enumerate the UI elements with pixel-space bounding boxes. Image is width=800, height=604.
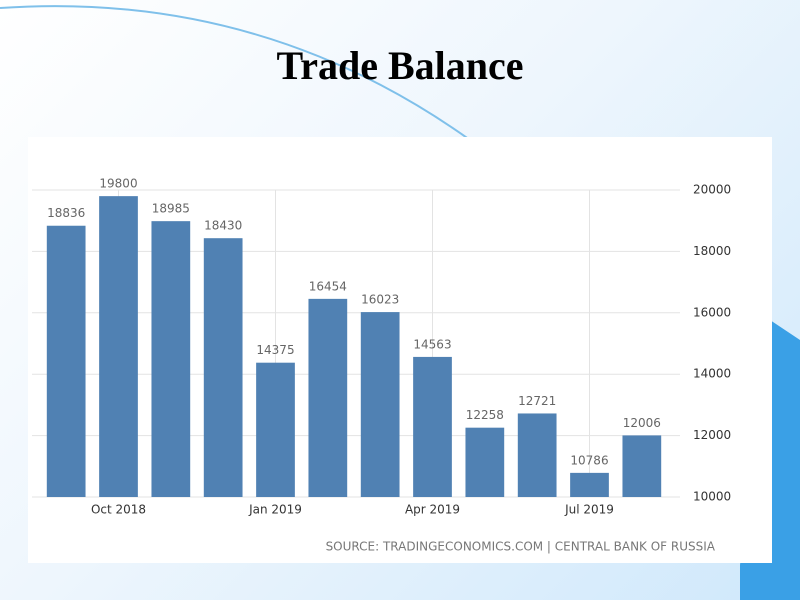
y-tick-label: 20000: [693, 183, 731, 197]
value-label: 12006: [623, 416, 661, 430]
value-label: 12258: [466, 408, 504, 422]
value-label: 18430: [204, 219, 242, 233]
value-label: 12721: [518, 394, 556, 408]
value-label: 16454: [309, 279, 347, 293]
x-tick-label: Apr 2019: [405, 503, 460, 517]
bar: [360, 312, 400, 497]
value-label: 18985: [152, 202, 190, 216]
bar: [203, 238, 243, 497]
bar: [413, 356, 452, 497]
value-label: 19800: [99, 177, 137, 191]
bar: [256, 362, 295, 497]
value-label: 18836: [47, 206, 85, 220]
bar: [151, 221, 191, 497]
value-label: 10786: [570, 453, 608, 467]
y-tick-label: 18000: [693, 244, 731, 258]
chart-panel: [28, 137, 772, 563]
y-tick-label: 16000: [693, 305, 731, 319]
x-tick-label: Jan 2019: [248, 503, 302, 517]
value-label: 16023: [361, 293, 399, 307]
bar: [622, 435, 662, 497]
value-label: 14375: [256, 343, 294, 357]
decor-curve: [0, 5, 471, 141]
bar: [570, 472, 609, 497]
value-label: 14563: [413, 337, 451, 351]
y-tick-label: 14000: [693, 367, 731, 381]
chart-title: Trade Balance: [276, 43, 523, 88]
x-tick-label: Jul 2019: [564, 503, 614, 517]
source-note: SOURCE: TRADINGECONOMICS.COM | CENTRAL B…: [326, 540, 716, 554]
bar: [46, 225, 86, 497]
bar: [517, 413, 557, 497]
y-tick-label: 12000: [693, 428, 731, 442]
bar: [465, 427, 505, 497]
y-tick-label: 10000: [693, 490, 731, 504]
bar: [99, 196, 138, 497]
x-tick-label: Oct 2018: [91, 503, 146, 517]
bar: [308, 298, 348, 497]
